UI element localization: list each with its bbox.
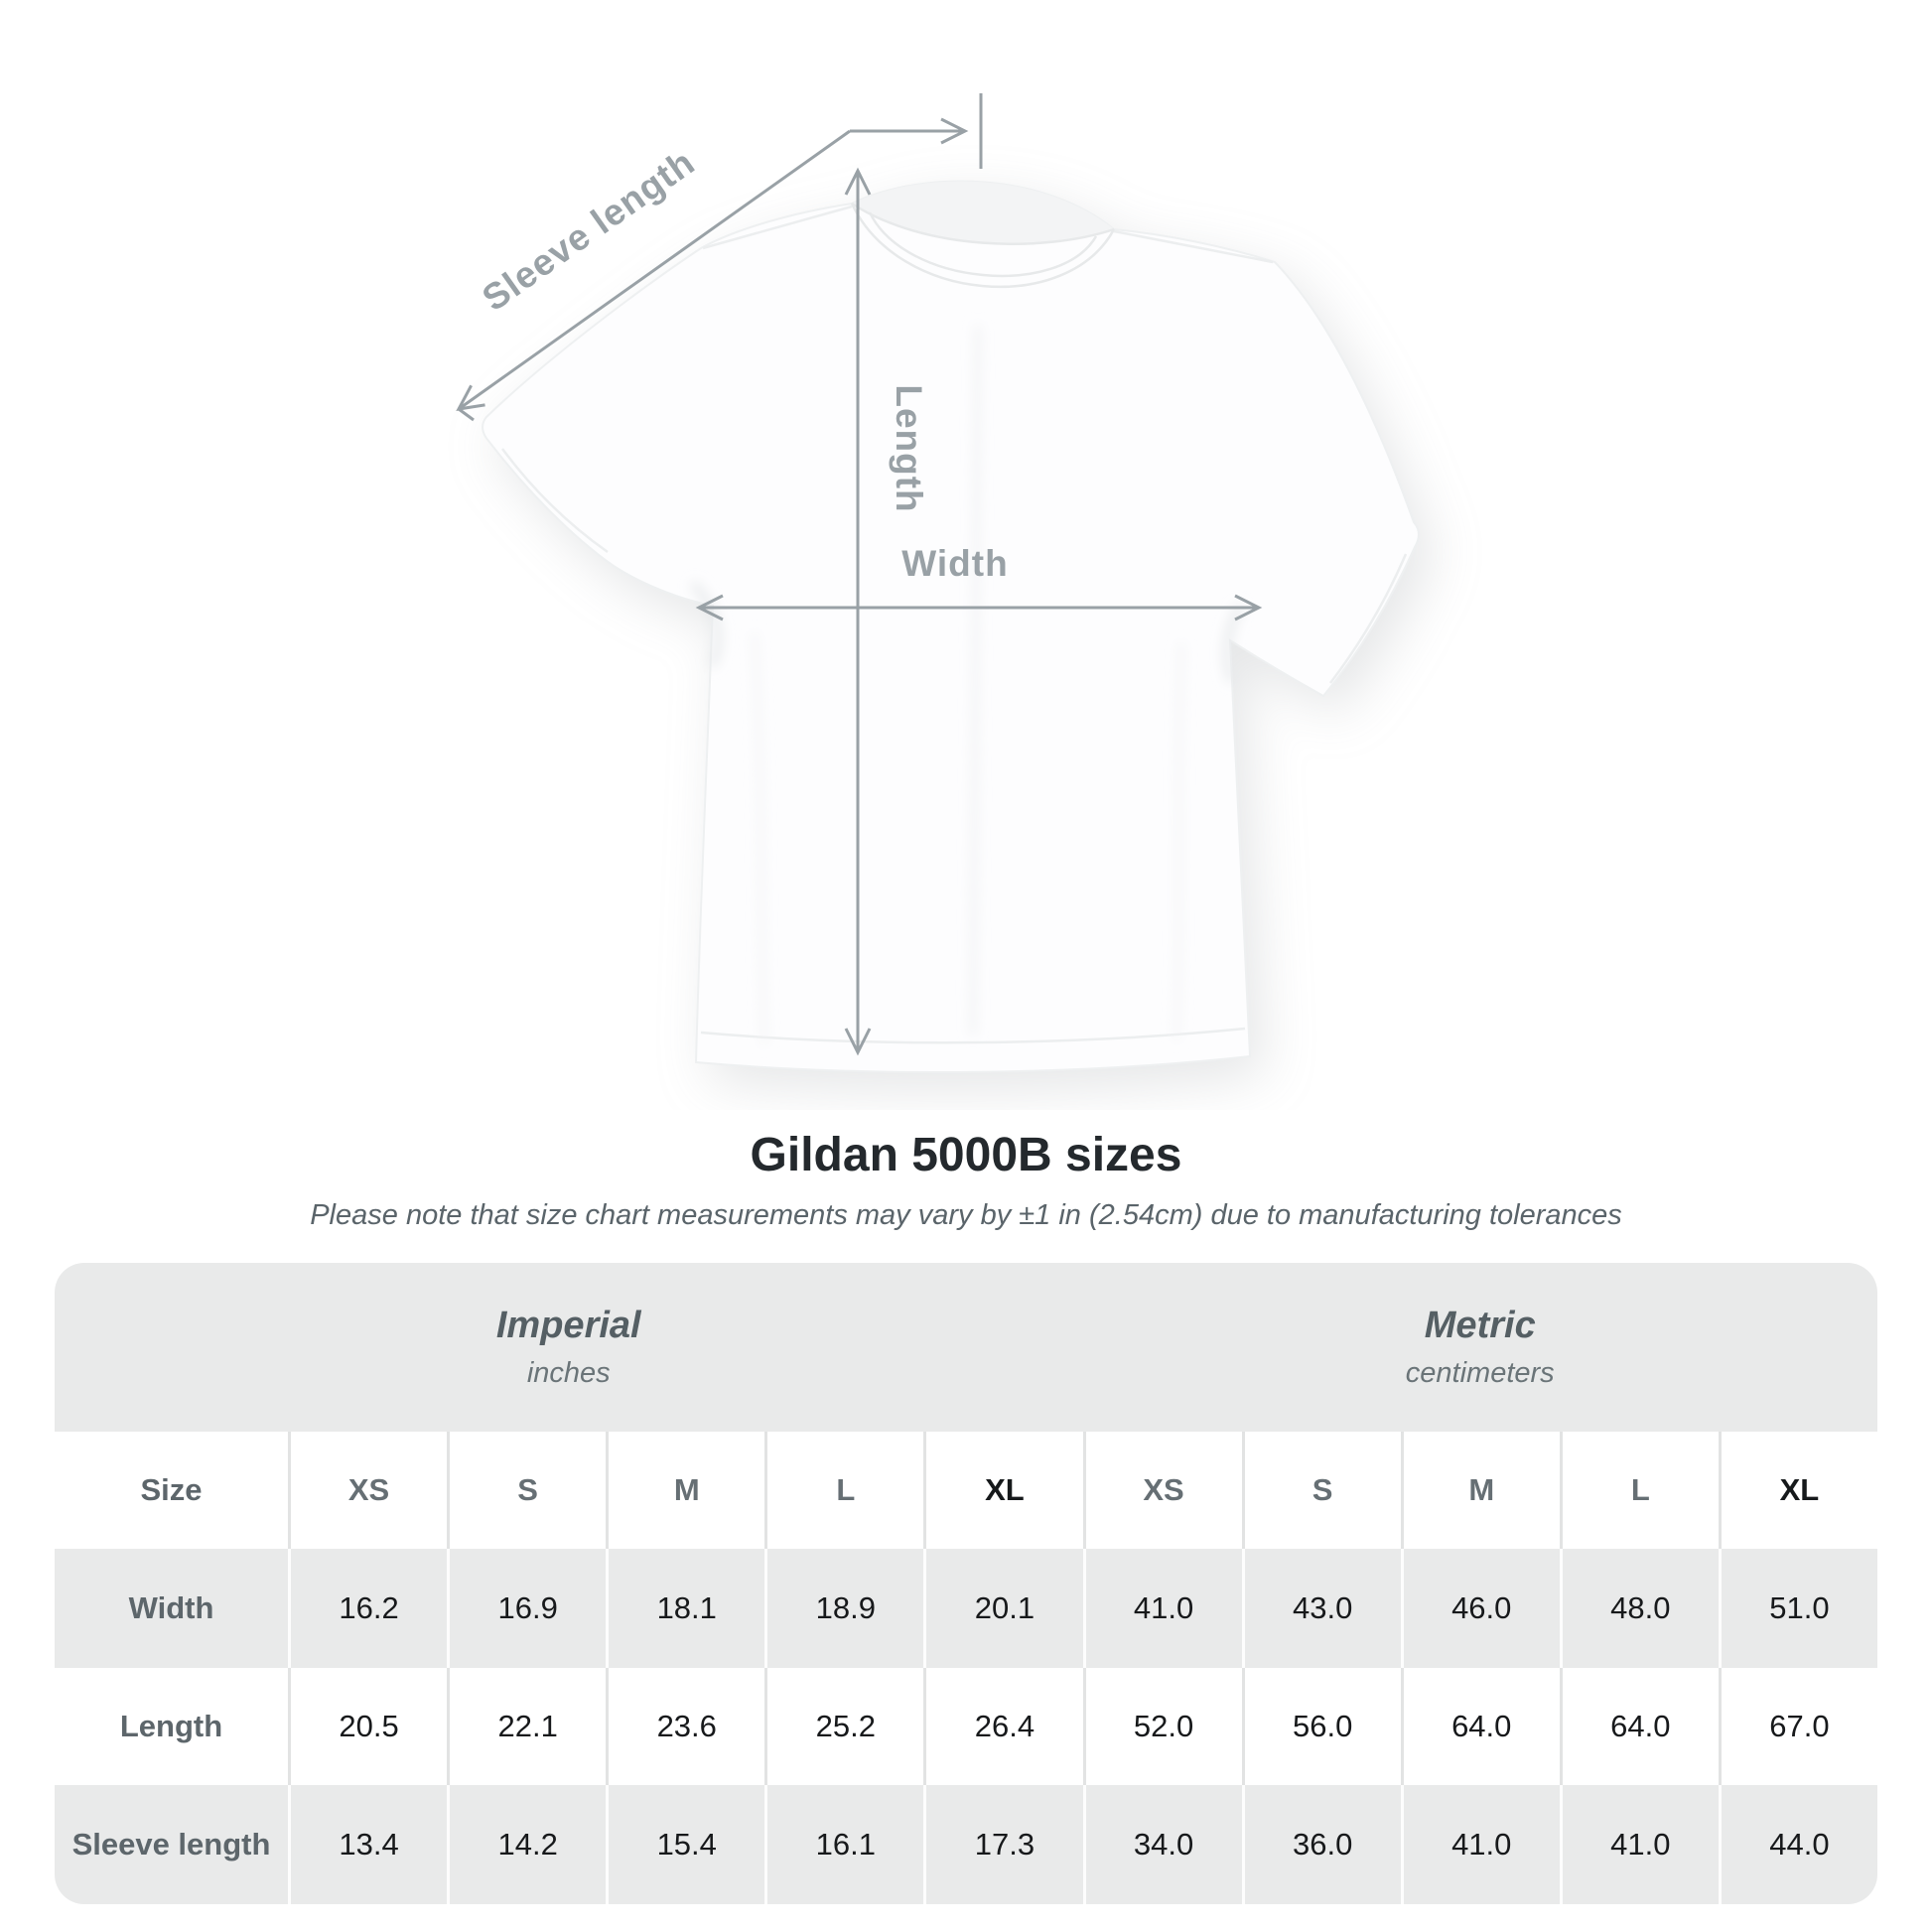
value-cell: 52.0	[1082, 1668, 1242, 1785]
header-imperial-xs: XS	[288, 1432, 447, 1549]
value-cell: 14.2	[447, 1785, 606, 1904]
value-cell: 41.0	[1559, 1785, 1719, 1904]
value-cell: 64.0	[1400, 1668, 1560, 1785]
header-metric-xs: XS	[1082, 1432, 1242, 1549]
value-cell: 64.0	[1559, 1668, 1719, 1785]
tshirt-size-diagram: Sleeve length Length Width	[456, 93, 1420, 1074]
value-cell: 48.0	[1559, 1549, 1719, 1668]
metric-title: Metric	[1424, 1305, 1536, 1346]
value-cell: 16.9	[447, 1549, 606, 1668]
value-cell: 13.4	[288, 1785, 447, 1904]
value-cell: 20.5	[288, 1668, 447, 1785]
table-row-width: Width 16.2 16.9 18.1 18.9 20.1 41.0 43.0…	[55, 1549, 1877, 1668]
metric-unit-group: Metric centimeters	[1083, 1263, 1878, 1432]
imperial-unit: inches	[526, 1357, 611, 1389]
sleeve-length-arrow-diagonal	[456, 129, 851, 411]
table-row-sleeve-length: Sleeve length 13.4 14.2 15.4 16.1 17.3 3…	[55, 1785, 1877, 1904]
header-imperial-m: M	[606, 1432, 764, 1549]
value-cell: 16.1	[764, 1785, 923, 1904]
size-header-row: Size XS S M L XL XS S M L XL	[55, 1432, 1877, 1549]
collar-band	[852, 181, 1114, 244]
header-imperial-l: L	[764, 1432, 923, 1549]
value-cell: 51.0	[1718, 1549, 1877, 1668]
value-cell: 46.0	[1400, 1549, 1560, 1668]
size-chart-table: Imperial inches Metric centimeters Size …	[55, 1263, 1877, 1904]
fabric-folds	[691, 325, 1243, 1045]
value-cell: 34.0	[1082, 1785, 1242, 1904]
value-cell: 18.9	[764, 1549, 923, 1668]
unit-header-row: Imperial inches Metric centimeters	[55, 1263, 1877, 1432]
value-cell: 26.4	[923, 1668, 1082, 1785]
width-label: Width	[901, 543, 1008, 584]
tolerance-note: Please note that size chart measurements…	[310, 1199, 1622, 1231]
value-cell: 43.0	[1241, 1549, 1401, 1668]
value-cell: 18.1	[606, 1549, 764, 1668]
page-title: Gildan 5000B sizes	[750, 1129, 1182, 1181]
imperial-unit-group: Imperial inches	[55, 1263, 1083, 1432]
value-cell: 56.0	[1241, 1668, 1401, 1785]
header-metric-m: M	[1400, 1432, 1560, 1549]
size-header-label: Size	[140, 1472, 203, 1507]
tshirt-diagram-svg: Sleeve length Length Width	[456, 93, 1420, 1074]
length-label: Length	[889, 384, 929, 512]
value-cell: 20.1	[923, 1549, 1082, 1668]
tshirt-graphic	[482, 180, 1420, 1074]
metric-unit: centimeters	[1405, 1357, 1555, 1389]
value-cell: 17.3	[923, 1785, 1082, 1904]
value-cell: 15.4	[606, 1785, 764, 1904]
header-metric-s: S	[1241, 1432, 1401, 1549]
value-cell: 41.0	[1400, 1785, 1560, 1904]
row-label-sleeve-length: Sleeve length	[71, 1827, 271, 1862]
value-cell: 36.0	[1241, 1785, 1401, 1904]
sleeve-length-arrow-overshoot	[458, 407, 475, 422]
header-metric-l: L	[1559, 1432, 1719, 1549]
row-label-width: Width	[128, 1590, 214, 1625]
table-row-length: Length 20.5 22.1 23.6 25.2 26.4 52.0 56.…	[55, 1668, 1877, 1785]
imperial-title: Imperial	[495, 1305, 641, 1346]
header-imperial-s: S	[447, 1432, 606, 1549]
value-cell: 44.0	[1718, 1785, 1877, 1904]
value-cell: 25.2	[764, 1668, 923, 1785]
row-label-length: Length	[119, 1709, 223, 1743]
header-imperial-xl: XL	[923, 1432, 1082, 1549]
header-metric-xl: XL	[1718, 1432, 1877, 1549]
value-cell: 23.6	[606, 1668, 764, 1785]
value-cell: 16.2	[288, 1549, 447, 1668]
value-cell: 22.1	[447, 1668, 606, 1785]
value-cell: 67.0	[1718, 1668, 1877, 1785]
value-cell: 41.0	[1082, 1549, 1242, 1668]
